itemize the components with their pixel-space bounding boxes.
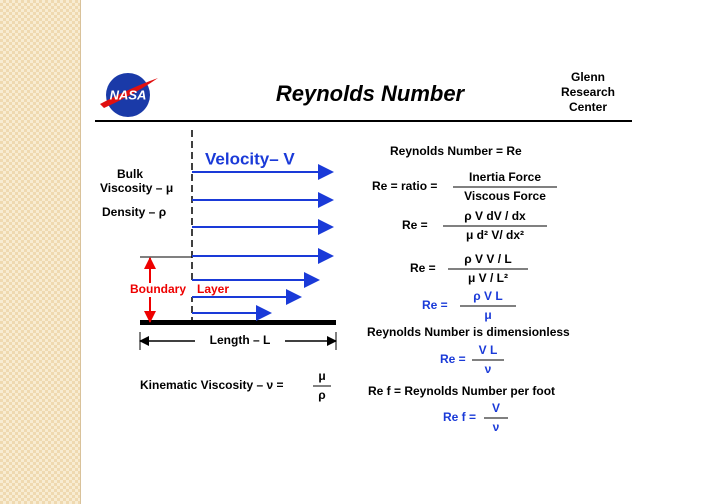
equation-text: Reynolds Number is dimensionless [367,325,570,339]
equation-lhs: Re = [440,352,466,366]
equation-num: ρ V V / L [464,252,511,266]
equation-lhs: Re = [422,298,448,312]
equation-den: Viscous Force [464,189,546,203]
equation-num: V [492,401,500,415]
equation-den: ν [493,420,500,434]
logo-text: NASA [110,87,147,102]
nasa-logo: NASA [100,73,158,117]
equation-num: Inertia Force [469,170,541,184]
equation-text: Reynolds Number = Re [390,144,522,158]
density-label: Density – ρ [102,205,166,219]
title: Reynolds Number [276,81,466,106]
layer-label: Layer [197,282,229,296]
label-bg [128,283,236,297]
center-name: Glenn [571,70,605,84]
equation-den: μ V / L² [468,271,508,285]
equation-text: Re f = Reynolds Number per foot [368,384,555,398]
equation-num: ρ V dV / dx [464,209,526,223]
velocity-label: Velocity– V [205,149,295,168]
equation-lhs: Re = [402,218,428,232]
equation-num: ρ V L [473,289,502,303]
plate [140,320,336,325]
fraction-num: μ [318,369,325,383]
boundary-label: Boundary [130,282,186,296]
center-name: Research [561,85,615,99]
equation-lhs: Re f = [443,410,476,424]
length-label: Length – L [210,333,271,347]
flow-diagram: Boundary Layer Length – L Velocity– V Bu… [100,130,337,402]
viscosity-label: Viscosity – μ [100,181,173,195]
fraction-den: ρ [318,388,325,402]
equation-lhs: Re = ratio = [372,179,437,193]
equation-den: ν [485,362,492,376]
equation-den: μ d² V/ dx² [466,228,524,242]
kinematic-label: Kinematic Viscosity – ν = [140,378,284,392]
equation-lhs: Re = [410,261,436,275]
center-name: Center [569,100,607,114]
decor-strip [0,0,81,504]
equation-num: V L [479,343,498,357]
label-bg [195,333,285,349]
equation-den: μ [484,308,491,322]
bulk-label: Bulk [117,167,143,181]
